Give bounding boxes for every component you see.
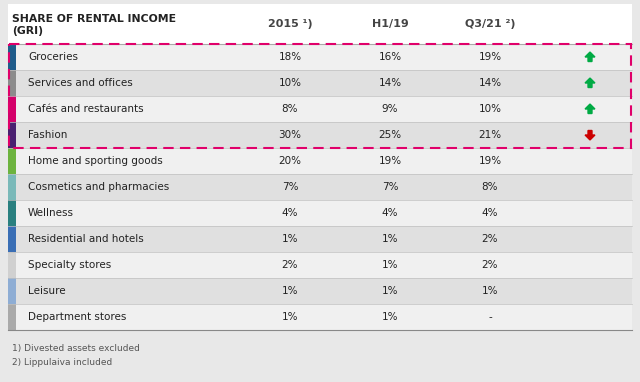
Text: 10%: 10% <box>278 78 301 88</box>
Text: 18%: 18% <box>278 52 301 62</box>
Bar <box>9 44 631 148</box>
Text: Wellness: Wellness <box>28 208 74 218</box>
Bar <box>8 70 16 96</box>
Bar <box>8 304 16 330</box>
Text: 1%: 1% <box>381 312 398 322</box>
Text: 7%: 7% <box>282 182 298 192</box>
Text: 10%: 10% <box>479 104 502 114</box>
Text: (GRI): (GRI) <box>12 26 43 36</box>
Text: Services and offices: Services and offices <box>28 78 132 88</box>
Text: 1%: 1% <box>282 234 298 244</box>
Text: 1%: 1% <box>381 234 398 244</box>
Text: 4%: 4% <box>482 208 499 218</box>
Text: Department stores: Department stores <box>28 312 126 322</box>
Polygon shape <box>585 131 595 140</box>
Bar <box>8 44 16 70</box>
Bar <box>8 304 632 330</box>
Text: Residential and hotels: Residential and hotels <box>28 234 144 244</box>
Bar <box>8 70 632 96</box>
Text: 2015 ¹): 2015 ¹) <box>268 19 312 29</box>
Polygon shape <box>585 52 595 62</box>
Text: 1%: 1% <box>282 286 298 296</box>
Text: 9%: 9% <box>381 104 398 114</box>
Bar <box>8 278 16 304</box>
Text: Cosmetics and pharmacies: Cosmetics and pharmacies <box>28 182 169 192</box>
Text: 19%: 19% <box>378 156 401 166</box>
Text: -: - <box>488 312 492 322</box>
Text: Specialty stores: Specialty stores <box>28 260 111 270</box>
Text: 1) Divested assets excluded: 1) Divested assets excluded <box>12 344 140 353</box>
Polygon shape <box>585 104 595 113</box>
Bar <box>8 122 632 148</box>
Text: 2%: 2% <box>482 234 499 244</box>
Text: Q3/21 ²): Q3/21 ²) <box>465 19 515 29</box>
Text: 20%: 20% <box>278 156 301 166</box>
Text: 19%: 19% <box>479 156 502 166</box>
Bar <box>8 96 632 122</box>
Text: 25%: 25% <box>378 130 401 140</box>
Bar <box>8 252 632 278</box>
Bar <box>8 226 16 252</box>
Bar <box>8 96 16 122</box>
Text: 1%: 1% <box>482 286 499 296</box>
Text: 4%: 4% <box>282 208 298 218</box>
Text: 2) Lippulaiva included: 2) Lippulaiva included <box>12 358 112 367</box>
Bar <box>8 174 632 200</box>
Bar <box>8 148 632 174</box>
Text: 1%: 1% <box>381 260 398 270</box>
Text: Groceries: Groceries <box>28 52 78 62</box>
Text: 21%: 21% <box>479 130 502 140</box>
Text: 1%: 1% <box>381 286 398 296</box>
Bar <box>8 44 632 70</box>
Text: 14%: 14% <box>378 78 401 88</box>
Bar <box>8 200 16 226</box>
Bar <box>8 174 16 200</box>
Bar <box>8 148 16 174</box>
Polygon shape <box>585 78 595 87</box>
Bar <box>8 4 632 44</box>
Bar <box>8 122 16 148</box>
Text: 2%: 2% <box>282 260 298 270</box>
Text: 30%: 30% <box>278 130 301 140</box>
Text: Fashion: Fashion <box>28 130 67 140</box>
Text: 14%: 14% <box>479 78 502 88</box>
Text: Cafés and restaurants: Cafés and restaurants <box>28 104 143 114</box>
Text: 7%: 7% <box>381 182 398 192</box>
Text: Home and sporting goods: Home and sporting goods <box>28 156 163 166</box>
Text: SHARE OF RENTAL INCOME: SHARE OF RENTAL INCOME <box>12 14 176 24</box>
Text: 1%: 1% <box>282 312 298 322</box>
Bar <box>8 278 632 304</box>
Text: Leisure: Leisure <box>28 286 66 296</box>
Text: 2%: 2% <box>482 260 499 270</box>
Text: 8%: 8% <box>482 182 499 192</box>
Bar <box>8 252 16 278</box>
Text: 16%: 16% <box>378 52 401 62</box>
Text: H1/19: H1/19 <box>372 19 408 29</box>
Bar <box>8 200 632 226</box>
Text: 19%: 19% <box>479 52 502 62</box>
Text: 8%: 8% <box>282 104 298 114</box>
Bar <box>8 226 632 252</box>
Text: 4%: 4% <box>381 208 398 218</box>
